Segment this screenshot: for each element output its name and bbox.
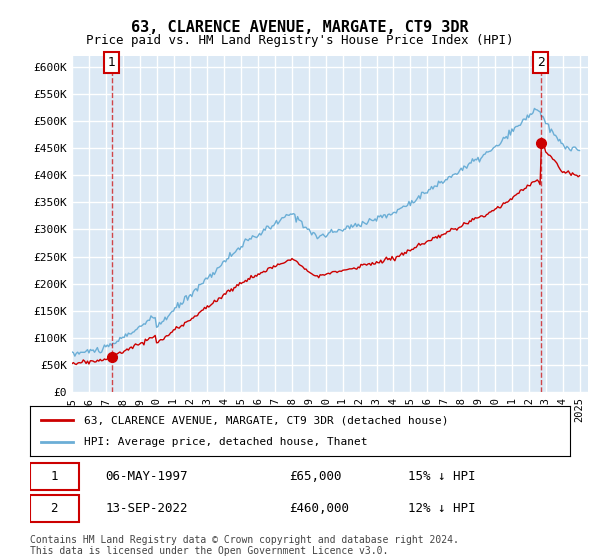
Text: 1: 1 [108, 56, 116, 69]
Text: Contains HM Land Registry data © Crown copyright and database right 2024.
This d: Contains HM Land Registry data © Crown c… [30, 535, 459, 557]
Text: 12% ↓ HPI: 12% ↓ HPI [408, 502, 476, 515]
Text: 15% ↓ HPI: 15% ↓ HPI [408, 470, 476, 483]
Text: HPI: Average price, detached house, Thanet: HPI: Average price, detached house, Than… [84, 437, 367, 447]
Text: £65,000: £65,000 [289, 470, 342, 483]
Text: 13-SEP-2022: 13-SEP-2022 [106, 502, 188, 515]
Text: 63, CLARENCE AVENUE, MARGATE, CT9 3DR (detached house): 63, CLARENCE AVENUE, MARGATE, CT9 3DR (d… [84, 415, 449, 425]
Text: 2: 2 [50, 502, 58, 515]
FancyBboxPatch shape [30, 495, 79, 522]
Text: 06-MAY-1997: 06-MAY-1997 [106, 470, 188, 483]
Text: £460,000: £460,000 [289, 502, 349, 515]
FancyBboxPatch shape [30, 463, 79, 490]
Text: Price paid vs. HM Land Registry's House Price Index (HPI): Price paid vs. HM Land Registry's House … [86, 34, 514, 46]
Text: 2: 2 [536, 56, 545, 69]
Text: 1: 1 [50, 470, 58, 483]
Text: 63, CLARENCE AVENUE, MARGATE, CT9 3DR: 63, CLARENCE AVENUE, MARGATE, CT9 3DR [131, 20, 469, 35]
